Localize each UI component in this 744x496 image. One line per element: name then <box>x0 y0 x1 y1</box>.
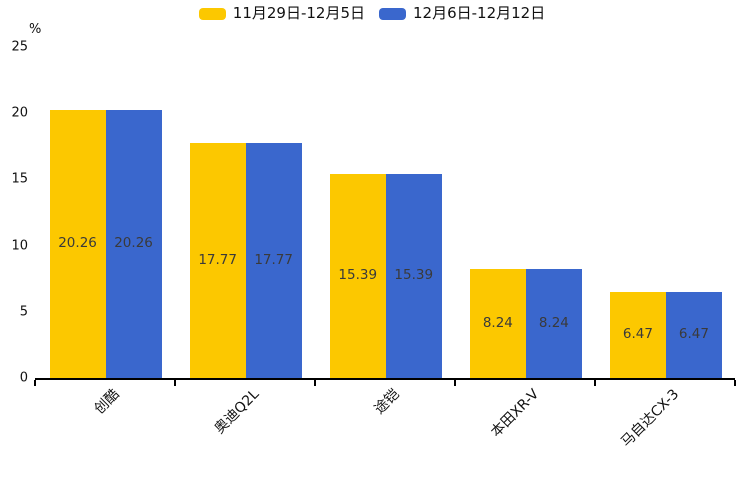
legend-swatch-yellow <box>198 7 226 20</box>
x-axis-tick <box>173 380 176 386</box>
legend-label-week1: 11月29日-12月5日 <box>232 4 365 22</box>
legend: 11月29日-12月5日 12月6日-12月12日 <box>0 6 744 21</box>
bar-value-label: 15.39 <box>338 267 378 284</box>
y-tick-label: 0 <box>19 370 28 386</box>
bar-week2: 6.47 <box>665 292 722 378</box>
x-category-label: 创酷 <box>91 386 123 418</box>
bar-value-label: 6.47 <box>678 326 709 343</box>
x-axis-tick <box>33 380 36 386</box>
bar-value-label: 20.26 <box>58 235 97 252</box>
x-axis-tick <box>593 380 596 386</box>
bar-week2: 15.39 <box>385 174 442 378</box>
y-axis-unit-label: % <box>29 22 42 37</box>
bar-value-label: 17.77 <box>254 251 293 268</box>
bar-value-label: 15.39 <box>394 267 434 284</box>
y-tick-label: 25 <box>11 39 28 55</box>
bar-week1: 15.39 <box>329 174 386 378</box>
y-tick-label: 15 <box>11 171 28 187</box>
x-axis-line <box>34 378 735 380</box>
x-category-label: 马自达CX-3 <box>618 386 683 451</box>
bar-week1: 8.24 <box>469 268 526 378</box>
x-category-label: 本田XR-V <box>488 386 543 441</box>
bar-value-label: 17.77 <box>198 251 237 268</box>
legend-item-week2[interactable]: 12月6日-12月12日 <box>379 6 545 21</box>
bar-week2: 17.77 <box>245 142 302 378</box>
y-tick-label: 20 <box>11 105 28 121</box>
bar-week1: 20.26 <box>49 109 106 378</box>
bar-value-label: 6.47 <box>622 326 653 343</box>
bar-week2: 8.24 <box>525 268 582 378</box>
x-axis-tick <box>453 380 456 386</box>
bar-value-label: 8.24 <box>538 314 569 331</box>
legend-label-week2: 12月6日-12月12日 <box>413 4 546 22</box>
bar-week2: 20.26 <box>105 109 162 378</box>
x-axis-tick <box>734 380 736 386</box>
x-category-label: 途铠 <box>371 386 403 418</box>
bar-week1: 6.47 <box>609 292 666 378</box>
x-axis-tick <box>313 380 316 386</box>
x-category-label: 奥迪Q2L <box>211 386 263 438</box>
y-tick-label: 5 <box>19 304 28 320</box>
y-tick-label: 10 <box>11 238 28 253</box>
bar-value-label: 20.26 <box>114 235 153 252</box>
bar-value-label: 8.24 <box>482 314 513 331</box>
legend-item-week1[interactable]: 11月29日-12月5日 <box>198 4 365 22</box>
bar-week1: 17.77 <box>189 142 246 378</box>
legend-swatch-blue <box>379 7 406 20</box>
